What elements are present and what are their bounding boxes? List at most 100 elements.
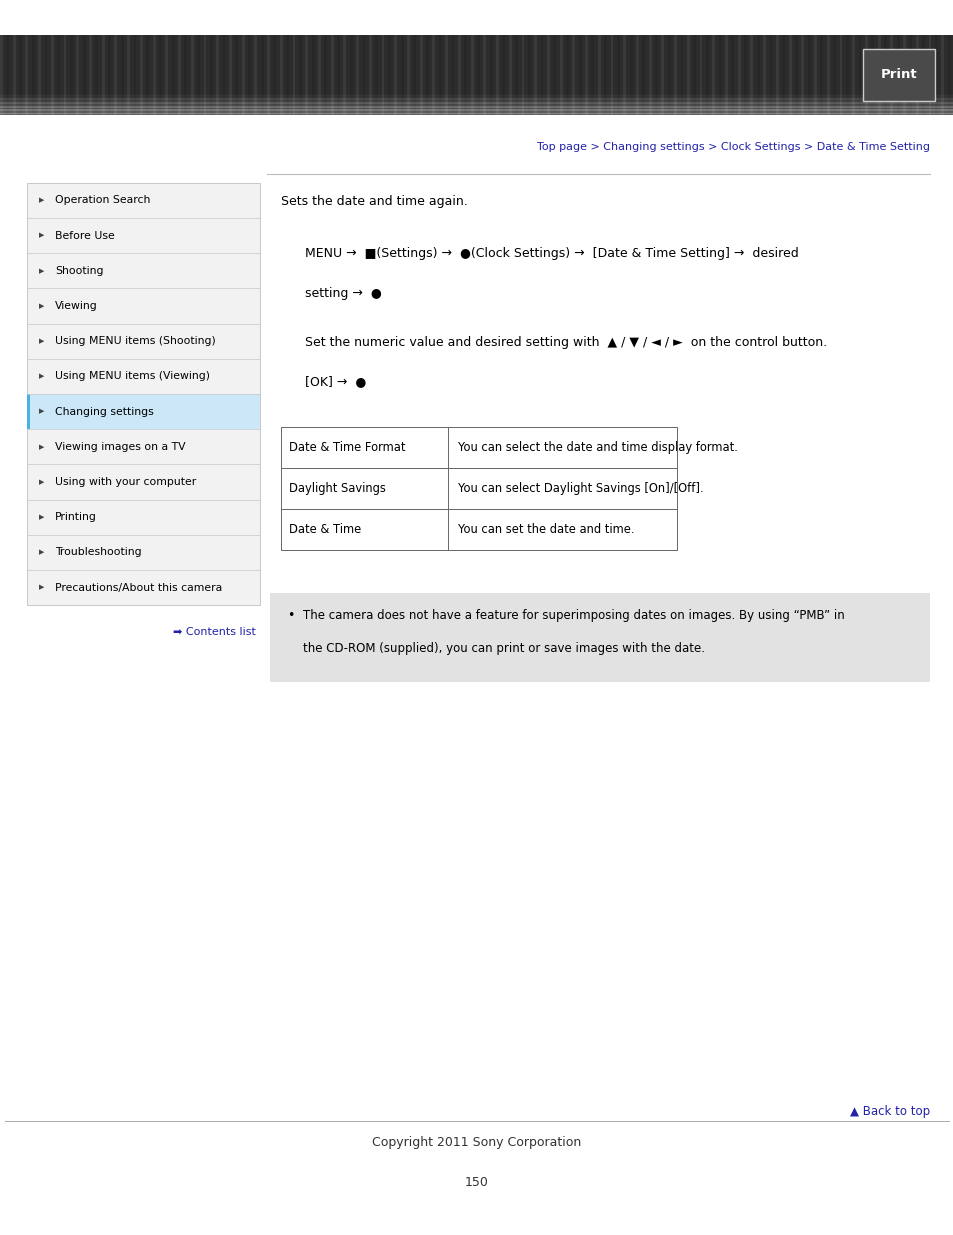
Bar [862, 48, 934, 101]
Bar [381, 35, 384, 115]
Bar [0, 112, 953, 115]
Text: ▶: ▶ [39, 443, 45, 450]
Bar [705, 35, 708, 115]
Bar [553, 35, 556, 115]
Bar [121, 35, 124, 115]
Bar [788, 35, 791, 115]
Bar [540, 35, 543, 115]
Text: 150: 150 [464, 1176, 489, 1189]
Bar [95, 35, 98, 115]
Bar [64, 35, 67, 115]
Text: Top page > Changing settings > Clock Settings > Date & Time Setting: Top page > Changing settings > Clock Set… [537, 142, 929, 152]
Bar [546, 35, 549, 115]
Bar [0, 110, 953, 112]
Bar [839, 35, 841, 115]
Bar [578, 35, 581, 115]
Bar [820, 35, 822, 115]
Bar [362, 35, 365, 115]
Bar [426, 35, 429, 115]
Bar [184, 35, 187, 115]
Text: Viewing: Viewing [55, 301, 98, 311]
Bar [489, 35, 492, 115]
Bar [781, 35, 784, 115]
Bar [0, 35, 3, 115]
Text: Printing: Printing [55, 513, 97, 522]
Bar [331, 35, 334, 115]
Bar [281, 427, 677, 468]
Text: Date & Time: Date & Time [289, 522, 361, 536]
Bar [114, 35, 117, 115]
Bar [502, 35, 505, 115]
Bar [591, 35, 594, 115]
Bar [197, 35, 200, 115]
Bar [464, 35, 467, 115]
Bar [527, 35, 530, 115]
Text: Using MENU items (Viewing): Using MENU items (Viewing) [55, 372, 210, 382]
Text: Troubleshooting: Troubleshooting [55, 547, 142, 557]
Text: ▶: ▶ [39, 514, 45, 520]
Bar [0, 109, 953, 111]
Text: You can set the date and time.: You can set the date and time. [457, 522, 634, 536]
Bar [394, 35, 396, 115]
Bar [0, 104, 953, 105]
Bar [286, 35, 289, 115]
Bar [388, 35, 391, 115]
Bar [737, 35, 740, 115]
Bar [127, 35, 130, 115]
Bar [603, 35, 606, 115]
Bar [660, 35, 663, 115]
Bar [756, 35, 759, 115]
Bar [693, 35, 696, 115]
Bar [476, 35, 479, 115]
Text: Daylight Savings: Daylight Savings [289, 482, 386, 495]
Text: Print: Print [880, 68, 917, 82]
Bar [355, 35, 358, 115]
Bar [598, 35, 600, 115]
Bar [419, 35, 422, 115]
Bar [679, 35, 682, 115]
Bar [27, 394, 30, 430]
Bar [534, 35, 537, 115]
Text: Sets the date and time again.: Sets the date and time again. [281, 195, 468, 209]
Text: ▶: ▶ [39, 409, 45, 415]
Bar [699, 35, 701, 115]
Text: ▶: ▶ [39, 338, 45, 345]
Bar [375, 35, 377, 115]
Bar [667, 35, 670, 115]
Bar [27, 183, 260, 605]
Text: setting →  ●: setting → ● [305, 287, 381, 300]
Bar [152, 35, 155, 115]
Bar [686, 35, 689, 115]
Bar [0, 98, 953, 100]
Text: ▶: ▶ [39, 550, 45, 556]
Bar [281, 509, 677, 550]
Bar [216, 35, 219, 115]
Bar [946, 35, 949, 115]
Bar [222, 35, 225, 115]
Bar [0, 101, 953, 103]
Bar [279, 35, 282, 115]
Bar [165, 35, 168, 115]
Bar [0, 100, 953, 101]
Bar [864, 35, 867, 115]
Bar [203, 35, 206, 115]
Bar [413, 35, 416, 115]
Bar [655, 35, 658, 115]
Bar [712, 35, 715, 115]
Bar [584, 35, 587, 115]
Bar [731, 35, 734, 115]
Text: Set the numeric value and desired setting with  ▲ / ▼ / ◄ / ►  on the control bu: Set the numeric value and desired settin… [305, 336, 826, 350]
Bar [617, 35, 619, 115]
Bar [718, 35, 720, 115]
Bar [674, 35, 677, 115]
Bar [70, 35, 72, 115]
Bar [902, 35, 905, 115]
Bar [565, 35, 568, 115]
Text: Copyright 2011 Sony Corporation: Copyright 2011 Sony Corporation [372, 1136, 581, 1150]
Text: Precautions/About this camera: Precautions/About this camera [55, 583, 222, 593]
Bar [108, 35, 111, 115]
Bar [896, 35, 899, 115]
Bar [159, 35, 162, 115]
Bar [400, 35, 403, 115]
Text: ▶: ▶ [39, 373, 45, 379]
